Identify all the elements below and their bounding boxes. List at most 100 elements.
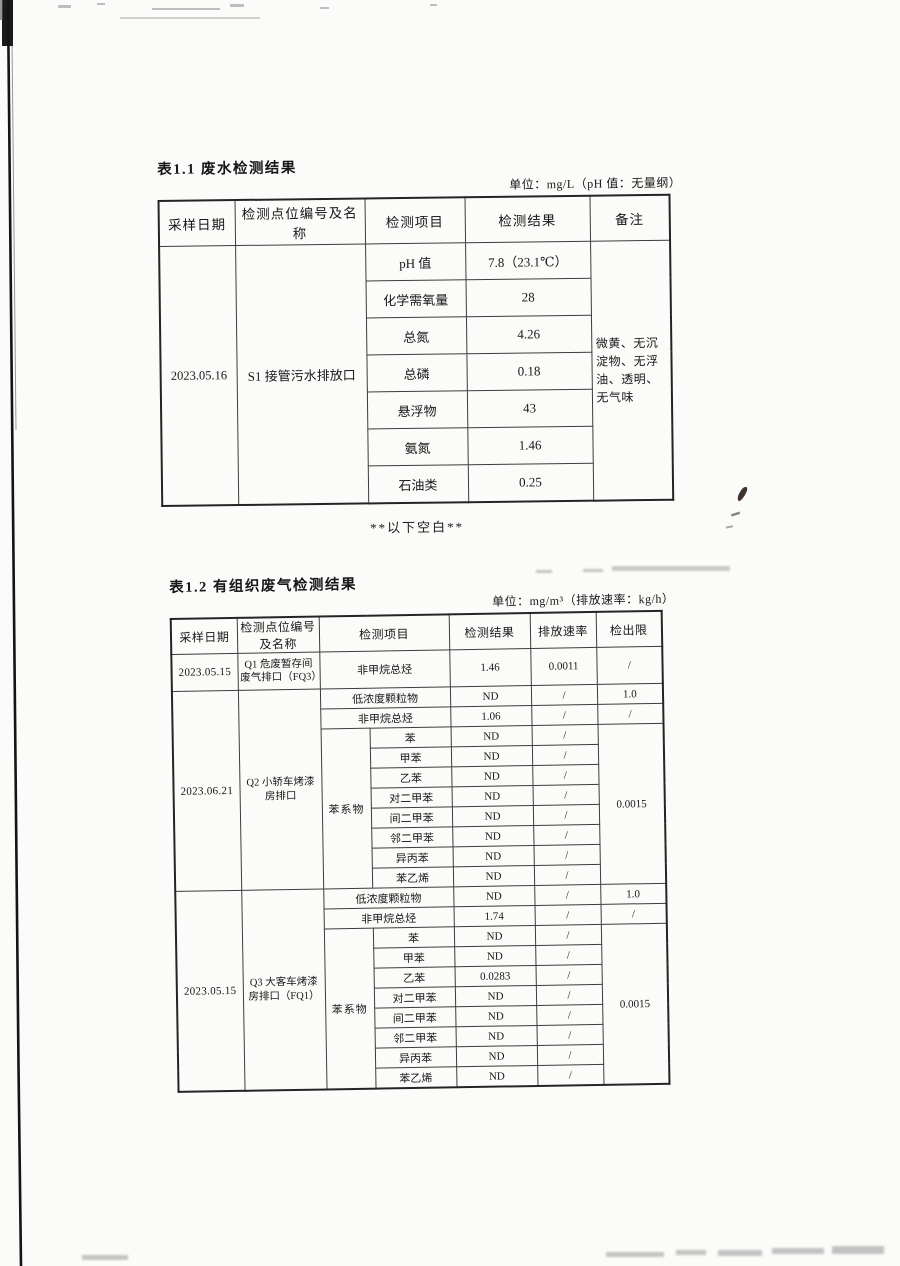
t1-item: 化学需氧量 xyxy=(365,279,466,318)
t2-result: ND xyxy=(455,1045,538,1067)
t2-point-name: Q2 小轿车烤漆房排口 xyxy=(237,689,324,891)
t2-item: 邻二甲苯 xyxy=(374,1026,456,1049)
t2-rate: / xyxy=(535,964,602,986)
t2-item: 乙苯 xyxy=(373,966,455,989)
t2-item: 甲苯 xyxy=(369,746,452,769)
t2-item: 乙苯 xyxy=(370,766,452,789)
t1-item: 氨氮 xyxy=(367,427,468,466)
t1-result: 0.18 xyxy=(466,352,592,391)
t1-result: 43 xyxy=(466,389,593,428)
t2-point-name: Q3 大客车烤漆房排口（FQ1） xyxy=(241,888,327,1091)
t2-result: ND xyxy=(450,725,532,747)
wastewater-results-block: 表1.1 废水检测结果 单位：mg/L（pH 值：无量纲） 采样日期 检测点位编… xyxy=(157,152,686,539)
t1-item: 总氮 xyxy=(365,316,467,355)
t2-result: ND xyxy=(451,765,533,787)
t2-sample-date: 2023.05.15 xyxy=(175,890,245,1092)
t2-point-name: Q1 危废暂存间废气排口（FQ3） xyxy=(237,652,320,691)
t1-header-sample-date: 采样日期 xyxy=(158,200,236,247)
t2-result: ND xyxy=(456,1065,538,1088)
t2-result: ND xyxy=(449,685,532,707)
t2-header-rate: 排放速率 xyxy=(529,611,597,649)
t2-header-limit: 检出限 xyxy=(595,610,663,648)
t2-item: 异丙苯 xyxy=(374,1046,457,1069)
t1-item: pH 值 xyxy=(365,242,466,281)
t2-rate: / xyxy=(532,764,599,786)
t2-item: 低浓度颗粒物 xyxy=(323,886,454,909)
exhaust-table: 采样日期 检测点位编号及名称 检测项目 检测结果 排放速率 检出限 2023.0… xyxy=(169,609,671,1093)
t2-rate: 0.0011 xyxy=(530,647,597,686)
t2-group-name: 苯系物 xyxy=(320,728,373,889)
t2-sample-date: 2023.05.15 xyxy=(171,653,238,692)
t1-result: 1.46 xyxy=(467,426,593,465)
t2-item: 邻二甲苯 xyxy=(371,826,453,849)
t1-result: 7.8（23.1℃） xyxy=(465,241,591,280)
t2-rate: / xyxy=(536,1024,603,1046)
t2-result: ND xyxy=(451,785,533,807)
t2-rate: / xyxy=(533,864,601,886)
t2-item: 异丙苯 xyxy=(371,846,453,869)
t2-rate: / xyxy=(536,1004,603,1026)
t1-sample-date: 2023.05.16 xyxy=(159,245,239,506)
t1-item: 石油类 xyxy=(367,464,469,504)
pen-tick-mark xyxy=(725,486,748,529)
t2-rate: / xyxy=(536,1044,604,1066)
t2-rate: / xyxy=(531,724,598,746)
t2-rate: / xyxy=(535,944,602,966)
t2-limit: 1.0 xyxy=(596,683,664,705)
t2-group-limit: 0.0015 xyxy=(597,723,667,885)
t2-item: 对二甲苯 xyxy=(370,786,452,809)
t1-header-remark: 备注 xyxy=(589,194,671,242)
t2-item: 非甲烷总烃 xyxy=(319,649,450,690)
t2-item: 低浓度颗粒物 xyxy=(319,686,451,710)
t1-result: 0.25 xyxy=(467,463,594,503)
wastewater-table: 采样日期 检测点位编号及名称 检测项目 检测结果 备注 2023.05.16 S… xyxy=(157,193,675,507)
t2-rate: / xyxy=(531,704,598,726)
top-edge-smudges xyxy=(58,3,437,19)
t2-result: ND xyxy=(452,865,535,887)
t2-result: ND xyxy=(453,885,535,907)
binding-edge-line xyxy=(0,0,23,1266)
t2-item: 甲苯 xyxy=(373,946,455,969)
t2-group-name: 苯系物 xyxy=(323,928,376,1090)
t2-rate: / xyxy=(530,684,598,706)
t2-item: 苯乙烯 xyxy=(375,1066,457,1089)
t2-result: ND xyxy=(455,1005,537,1027)
t1-item: 总磷 xyxy=(366,353,467,392)
t2-limit: / xyxy=(596,646,663,685)
t2-result: ND xyxy=(451,805,534,827)
t2-header-point: 检测点位编号及名称 xyxy=(236,616,320,654)
t2-rate: / xyxy=(533,824,600,846)
t2-result: ND xyxy=(455,1025,537,1047)
t2-header-item: 检测项目 xyxy=(318,614,450,653)
t2-result: ND xyxy=(452,825,534,847)
t2-item: 非甲烷总烃 xyxy=(320,706,451,730)
t2-group-limit: 0.0015 xyxy=(600,923,670,1085)
t2-rate: / xyxy=(531,744,599,766)
exhaust-results-block: 表1.2 有组织废气检测结果 单位：mg/m³（排放速率：kg/h） 采样日期 … xyxy=(169,568,683,1093)
t1-item: 悬浮物 xyxy=(366,390,468,429)
t2-item: 非甲烷总烃 xyxy=(323,906,454,929)
t1-header-item: 检测项目 xyxy=(364,197,466,244)
t2-item: 苯 xyxy=(369,726,451,749)
t1-header-point: 检测点位编号及名称 xyxy=(234,198,366,246)
t2-sample-date: 2023.06.21 xyxy=(171,690,242,892)
t2-result: 1.46 xyxy=(449,648,531,687)
t2-result: ND xyxy=(450,745,533,767)
t2-rate: / xyxy=(534,884,601,906)
t2-item: 间二甲苯 xyxy=(374,1006,456,1029)
t2-result: ND xyxy=(453,925,536,947)
t1-result: 28 xyxy=(465,278,591,317)
t2-result: ND xyxy=(454,945,536,967)
t2-item: 苯乙烯 xyxy=(371,866,454,889)
bottom-edge-smudges xyxy=(82,1246,884,1260)
t2-result: 1.06 xyxy=(450,705,532,727)
table-row: 2023.05.16 S1 接管污水排放口 pH 值 7.8（23.1℃） 微黄… xyxy=(159,240,674,506)
t2-limit: / xyxy=(597,703,664,725)
below-blank-note: **以下空白** xyxy=(369,519,465,536)
t1-remark: 微黄、无沉淀物、无浮油、透明、无气味 xyxy=(590,240,674,501)
t1-point-name: S1 接管污水排放口 xyxy=(235,243,369,506)
t2-result: 0.0283 xyxy=(454,965,536,987)
table-header-row: 采样日期 检测点位编号及名称 检测项目 检测结果 备注 xyxy=(158,194,671,247)
t2-rate: / xyxy=(532,784,599,806)
